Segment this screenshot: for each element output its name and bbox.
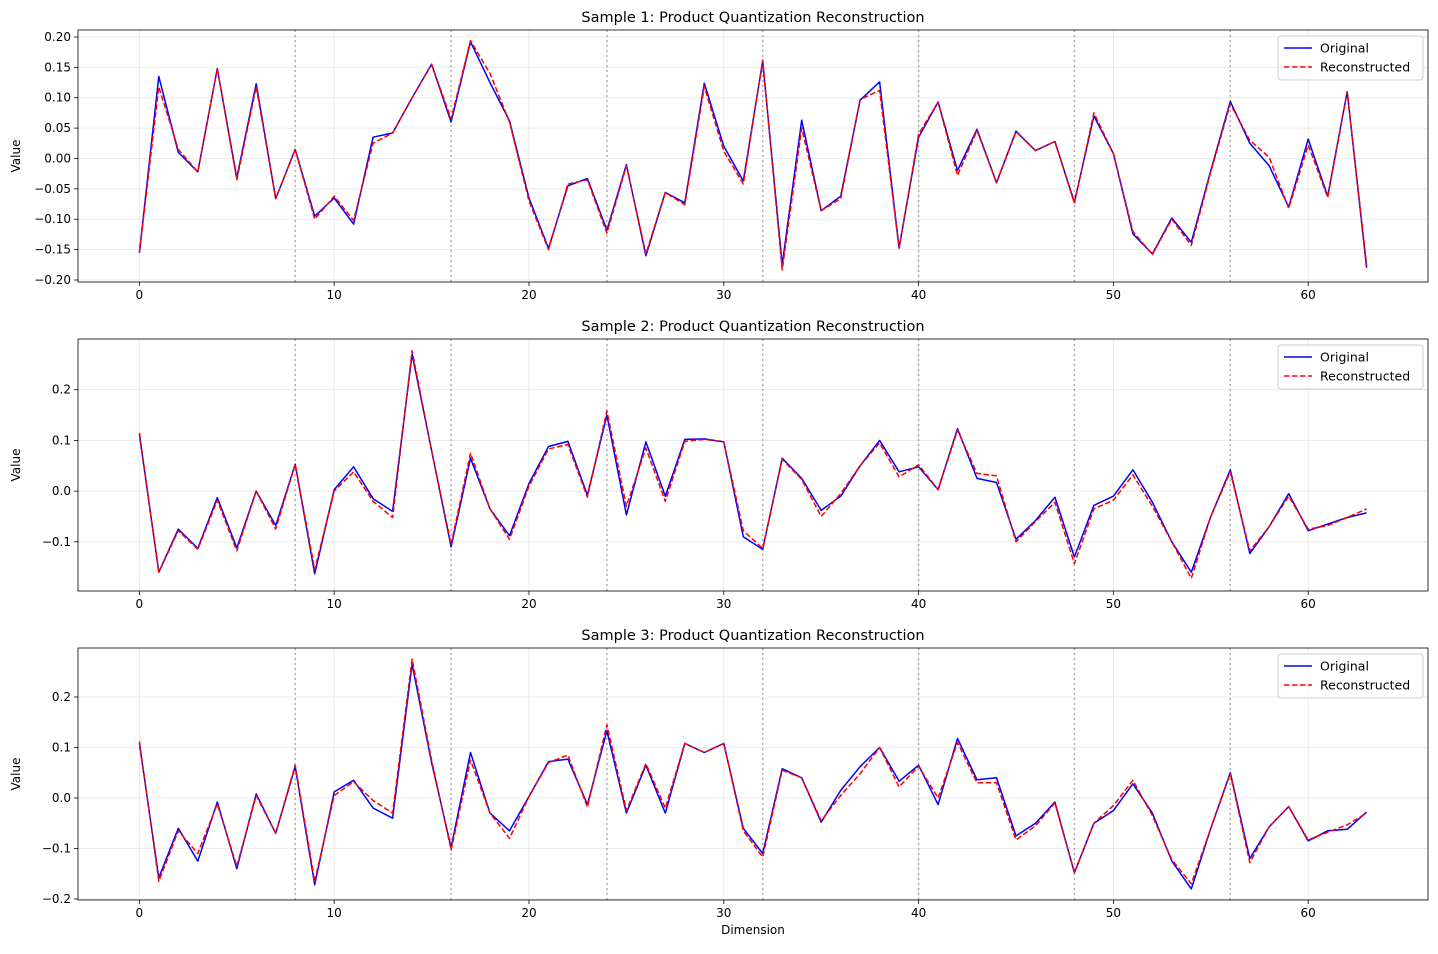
subplot-title: Sample 1: Product Quantization Reconstru… (581, 10, 924, 26)
y-tick-label: 0.20 (44, 30, 71, 44)
subplot-1: 0 10 20 30 40 50 60 0.20 0.15 0.10 0.05 0.00 −0.05 −0… (9, 10, 1429, 302)
x-tick-label: 60 (1301, 597, 1316, 611)
legend-box (1277, 344, 1424, 390)
y-tick-label: 0.1 (52, 740, 71, 754)
axes-frame (77, 29, 1429, 283)
x-tick-label: 30 (716, 288, 731, 302)
y-axis-label: Value (9, 449, 23, 482)
y-tick-label: 0.0 (52, 484, 71, 498)
series-line-reconstructed (138, 349, 1367, 580)
axes-frame (77, 647, 1429, 901)
y-tick-label: −0.20 (34, 273, 71, 287)
x-tick-label: 40 (911, 597, 926, 611)
x-tick-label: 20 (521, 906, 536, 920)
legend-label: Original (1320, 659, 1369, 674)
y-tick-label: 0.0 (52, 791, 71, 805)
legend-label: Original (1320, 41, 1369, 56)
x-tick-label: 20 (521, 288, 536, 302)
y-axis-label: Value (9, 758, 23, 791)
y-tick-label: −0.1 (42, 841, 71, 855)
axes-frame (77, 338, 1429, 592)
x-tick-label: 10 (327, 906, 342, 920)
legend: Original Reconstructed (1277, 653, 1424, 699)
x-tick-label: 40 (911, 288, 926, 302)
x-tick-label: 60 (1301, 906, 1316, 920)
legend-box (1277, 653, 1424, 699)
legend-label: Original (1320, 350, 1369, 365)
x-tick-label: 0 (136, 288, 144, 302)
y-tick-label: 0.05 (44, 121, 71, 135)
y-tick-label: −0.2 (42, 892, 71, 906)
y-tick-label: 0.00 (44, 151, 71, 165)
legend-label: Reconstructed (1320, 369, 1410, 384)
subplot-title: Sample 2: Product Quantization Reconstru… (581, 319, 924, 335)
legend: Original Reconstructed (1277, 35, 1424, 81)
x-tick-label: 60 (1301, 288, 1316, 302)
y-axis-label: Value (9, 140, 23, 173)
x-tick-label: 50 (1106, 597, 1121, 611)
x-tick-label: 10 (327, 597, 342, 611)
y-tick-label: 0.2 (52, 383, 71, 397)
series-line-reconstructed (138, 39, 1368, 271)
x-tick-label: 40 (911, 906, 926, 920)
subplot-3: 0 10 20 30 40 50 60 0.2 0.1 0.0 −0.1 −0.2 Sample 3: … (9, 628, 1429, 937)
x-tick-label: 30 (716, 906, 731, 920)
x-tick-label: 50 (1106, 906, 1121, 920)
y-tick-label: −0.05 (34, 182, 71, 196)
x-tick-label: 20 (521, 597, 536, 611)
y-tick-label: −0.1 (42, 535, 71, 549)
x-tick-label: 30 (716, 597, 731, 611)
y-tick-label: 0.15 (44, 60, 71, 74)
x-tick-label: 0 (136, 906, 144, 920)
legend-label: Reconstructed (1320, 678, 1410, 693)
x-tick-label: 50 (1106, 288, 1121, 302)
subplot-2: 0 10 20 30 40 50 60 0.2 0.1 0.0 −0.1 Sample 2: Prod… (9, 319, 1429, 611)
legend-box (1277, 35, 1424, 81)
subplot-title: Sample 3: Product Quantization Reconstru… (581, 628, 924, 644)
y-tick-label: −0.10 (34, 212, 71, 226)
y-tick-label: 0.2 (52, 690, 71, 704)
series-line-reconstructed (138, 658, 1367, 885)
x-tick-label: 10 (327, 288, 342, 302)
legend: Original Reconstructed (1277, 344, 1424, 390)
x-axis-label: Dimension (721, 923, 785, 937)
series-line-original (138, 663, 1368, 890)
y-tick-label: 0.10 (44, 91, 71, 105)
legend-label: Reconstructed (1320, 60, 1410, 75)
series-line-original (138, 353, 1367, 575)
x-tick-label: 0 (136, 597, 144, 611)
y-tick-label: −0.15 (34, 243, 71, 257)
y-tick-label: 0.1 (52, 433, 71, 447)
